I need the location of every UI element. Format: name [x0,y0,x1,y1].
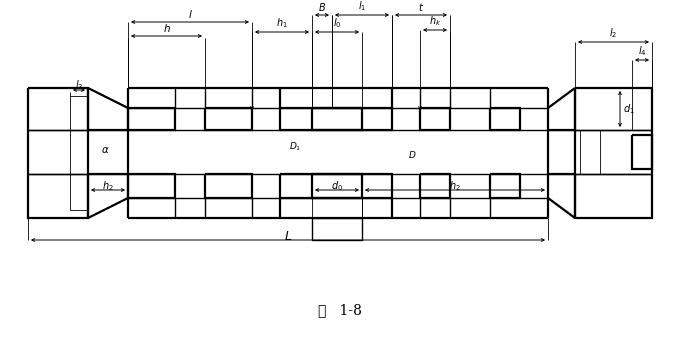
Text: $D_1$: $D_1$ [289,141,301,153]
Text: $L$: $L$ [284,230,292,243]
Text: $l_3$: $l_3$ [75,78,83,92]
Text: $l_2$: $l_2$ [609,26,618,40]
Text: 图   1-8: 图 1-8 [318,303,362,317]
Text: $l_0$: $l_0$ [333,16,341,30]
Text: $D$: $D$ [408,148,416,160]
Text: $h_2$: $h_2$ [449,179,461,193]
Text: $h_k$: $h_k$ [429,14,441,28]
Text: $l_1$: $l_1$ [358,0,366,13]
Text: $d_1$: $d_1$ [623,102,635,116]
Text: $h_2$: $h_2$ [102,179,114,193]
Text: $h_1$: $h_1$ [276,16,288,30]
Text: $l_4$: $l_4$ [637,44,646,58]
Text: $l$: $l$ [187,8,193,20]
Text: $h$: $h$ [163,22,170,34]
Text: $B$: $B$ [318,1,326,13]
Text: $\alpha$: $\alpha$ [101,145,110,155]
Text: $d_0$: $d_0$ [331,179,343,193]
Text: $t$: $t$ [418,1,424,13]
